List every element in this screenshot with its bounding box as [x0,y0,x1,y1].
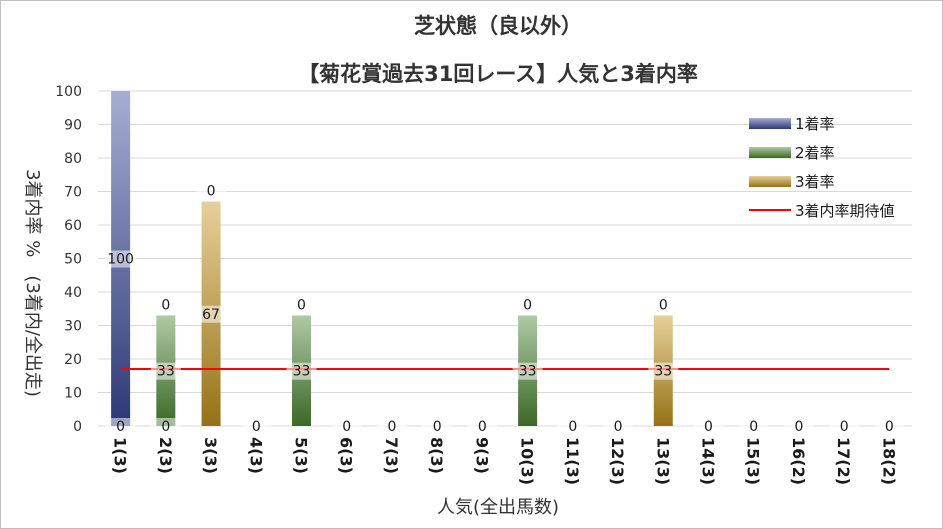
data-label: 0 [207,184,216,200]
x-tick-label: 5(3) [292,437,311,474]
data-label: 0 [252,419,261,435]
legend-label: 3着率 [795,173,835,191]
data-label-bg [467,418,498,435]
legend-swatch [749,147,791,158]
data-label: 0 [342,419,351,435]
data-label: 0 [659,297,668,313]
data-label: 0 [116,419,125,435]
data-label-bg [376,418,407,435]
data-label-bg [874,418,905,435]
data-label-bg [693,418,724,435]
data-label-bg [783,418,814,435]
data-label: 0 [704,419,713,435]
y-tick-label: 60 [64,218,82,234]
data-label-bg [286,296,317,314]
y-tick-label: 20 [64,352,82,368]
x-tick-label: 15(3) [744,437,763,485]
data-label: 0 [433,419,442,435]
y-axis: 0 10 20 30 40 50 60 70 80 90 100 [55,84,82,435]
data-label-bg [648,362,679,380]
y-tick-label: 40 [64,285,82,301]
y-tick-label: 90 [64,118,82,134]
data-label: 0 [387,419,396,435]
x-tick-label: 6(3) [337,437,356,474]
data-label-bg [603,418,634,435]
y-tick-label: 10 [64,386,82,402]
data-label-bg [422,418,453,435]
data-label-bg [196,182,227,200]
data-label-bg [105,250,136,268]
data-label: 0 [478,419,487,435]
data-label-bg [196,305,227,323]
y-tick-label: 70 [64,185,82,201]
y-tick-label: 30 [64,319,82,335]
data-label-bg [829,418,860,435]
data-label-bg [512,296,543,314]
data-label: 0 [297,297,306,313]
x-tick-label: 3(3) [201,437,220,474]
legend: 1着率 2着率 3着率 3着内率期待値 [749,115,895,220]
data-label-bg [331,418,362,435]
x-tick-label: 11(3) [563,437,582,485]
x-tick-label: 18(2) [879,437,898,485]
legend-label: 2着率 [795,144,835,162]
data-label: 33 [157,364,175,380]
chart-title: 芝状態（良以外） [414,14,582,38]
data-label-bg [512,362,543,380]
y-tick-label: 0 [73,419,82,435]
data-label: 0 [749,419,758,435]
y-axis-label: 3着内率 % (3着内/全出走) [22,169,43,397]
data-label-bg [150,296,181,314]
data-label: 33 [519,364,537,380]
legend-swatch [749,118,791,129]
legend-label: 3着内率期待値 [795,202,895,220]
data-label-bg [648,296,679,314]
data-label-bg [105,418,136,435]
data-label-bg [150,418,181,435]
data-label: 0 [885,419,894,435]
data-label: 33 [654,364,672,380]
data-label: 0 [794,419,803,435]
x-tick-label: 2(3) [156,437,175,474]
x-tick-label: 9(3) [472,437,491,474]
data-label: 0 [568,419,577,435]
data-label: 0 [523,297,532,313]
x-tick-label: 7(3) [382,437,401,474]
data-label: 0 [840,419,849,435]
x-tick-label: 4(3) [246,437,265,474]
data-label: 0 [161,419,170,435]
x-tick-label: 14(3) [699,437,718,485]
data-labels: 100 0 33 0 0 67 0 0 33 0 0 0 0 0 33 0 0 0 33 0 0 0 0 0 0 [105,182,905,435]
x-tick-label: 10(3) [518,437,537,485]
x-axis: 1(3) 2(3) 3(3) 4(3) 5(3) 6(3) 7(3) 8(3) 9(3) 10(3… [111,437,899,485]
x-tick-label: 17(2) [834,437,853,485]
data-label: 0 [614,419,623,435]
x-tick-label: 16(2) [789,437,808,485]
data-label-bg [557,418,588,435]
x-tick-label: 13(3) [653,437,672,485]
data-label: 33 [293,364,311,380]
legend-label: 1着率 [795,115,835,133]
x-axis-label: 人気(全出馬数) [437,497,559,518]
chart-subtitle: 【菊花賞過去31回レース】人気と3着内率 [298,62,698,86]
legend-swatch [749,176,791,187]
x-tick-label: 12(3) [608,437,627,485]
data-label: 100 [107,252,134,268]
y-tick-label: 80 [64,151,82,167]
x-tick-label: 8(3) [427,437,446,474]
data-label-bg [241,418,272,435]
y-tick-label: 50 [64,252,82,268]
data-label: 0 [161,297,170,313]
data-label-bg [738,418,769,435]
data-label: 67 [202,307,220,323]
data-label-bg [150,362,181,380]
x-tick-label: 1(3) [111,437,130,474]
data-label-bg [286,362,317,380]
y-tick-label: 100 [55,84,82,100]
